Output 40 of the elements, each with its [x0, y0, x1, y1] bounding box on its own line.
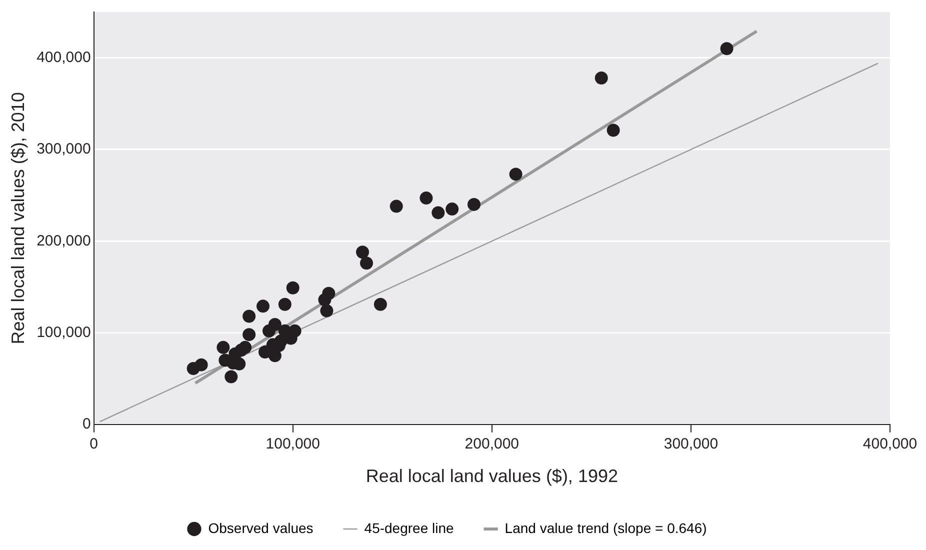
point [320, 304, 334, 318]
point [322, 286, 336, 300]
point [356, 246, 370, 259]
point [224, 370, 238, 384]
point [268, 318, 282, 332]
point [256, 300, 270, 313]
y-tick-label: 300,000 [36, 140, 91, 158]
point [606, 124, 620, 137]
x-axis-title: Real local land values ($), 1992 [366, 466, 618, 486]
legend-label: 45-degree line [364, 520, 454, 536]
x-tick-label: 300,000 [664, 436, 718, 453]
x-tick-label: 200,000 [464, 436, 520, 453]
point [194, 358, 208, 372]
point [594, 71, 608, 84]
x-tick-label: 100,000 [266, 436, 320, 453]
y-tick-label: 400,000 [36, 48, 91, 66]
point [467, 198, 480, 211]
point [238, 340, 252, 354]
point [242, 328, 256, 342]
point [286, 281, 300, 294]
point [446, 202, 459, 216]
point [509, 168, 522, 181]
point [432, 206, 445, 220]
point [288, 324, 302, 338]
point [216, 340, 230, 354]
y-tick-label: 100,000 [36, 324, 91, 341]
y-tick-label: 200,000 [36, 232, 91, 250]
point [278, 298, 292, 311]
point [268, 349, 282, 362]
point [390, 200, 403, 213]
point [720, 42, 734, 56]
point [374, 298, 387, 311]
y-tick-label: 0 [82, 416, 91, 433]
point [360, 256, 374, 270]
legend-label: Observed values [208, 520, 314, 536]
point [420, 192, 433, 205]
y-axis-title: Real local land values ($), 2010 [8, 92, 28, 344]
point [242, 310, 256, 323]
x-tick-label: 400,000 [862, 436, 918, 453]
legend-label: Land value trend (slope = 0.646) [504, 520, 707, 536]
